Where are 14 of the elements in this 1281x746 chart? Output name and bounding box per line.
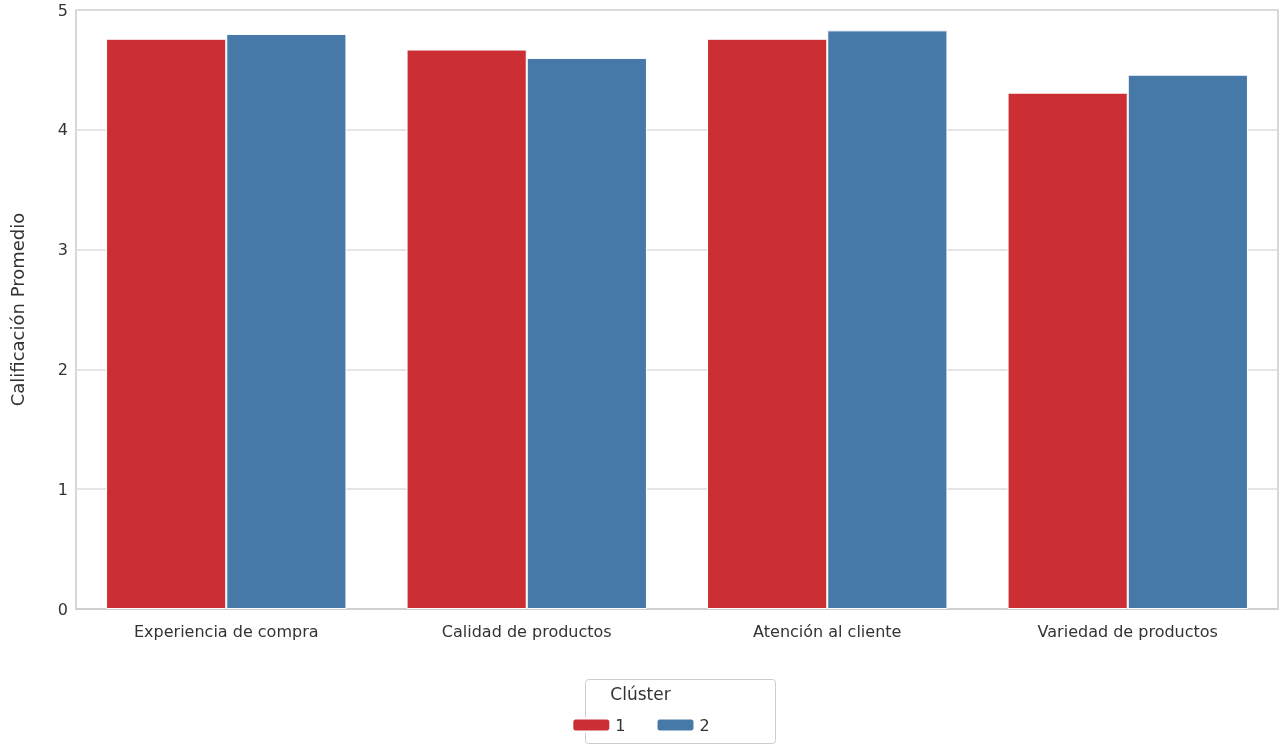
x-tick-label: Calidad de productos <box>441 621 612 641</box>
y-tick-label: 2 <box>57 359 68 379</box>
x-tick-label: Atención al cliente <box>753 621 902 641</box>
y-tick-label: 5 <box>57 0 68 20</box>
legend-label: 1 <box>615 715 626 735</box>
y-tick-label: 4 <box>57 120 68 140</box>
y-tick-label: 0 <box>57 599 68 619</box>
x-tick-label: Experiencia de compra <box>133 621 319 641</box>
x-tick-label: Variedad de productos <box>1037 621 1218 641</box>
legend-label: 2 <box>699 715 710 735</box>
legend-title: Clúster <box>610 683 671 704</box>
y-axis-title: Calificación Promedio <box>6 212 28 407</box>
y-tick-label: 1 <box>57 479 68 499</box>
y-tick-label: 3 <box>57 240 68 260</box>
